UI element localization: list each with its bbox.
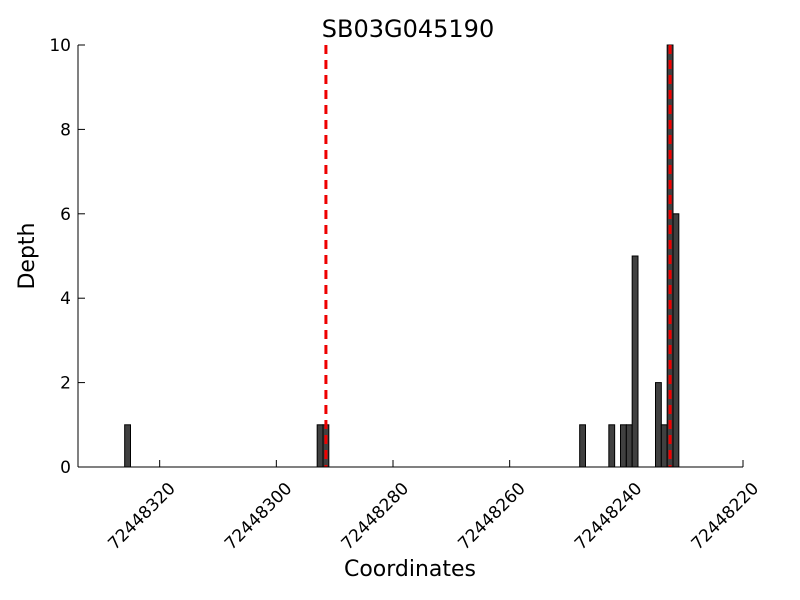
bars-group (124, 44, 680, 468)
x-tick-label-5: 72448220 (688, 479, 763, 554)
x-axis-label: Coordinates (344, 557, 476, 582)
y-tick-label-5: 10 (49, 36, 71, 56)
bar-9 (660, 424, 668, 468)
x-tick-label-2: 72448280 (338, 479, 413, 554)
bar-5 (620, 424, 627, 468)
y-tick-label-1: 2 (60, 374, 71, 394)
bar-3 (579, 424, 586, 468)
y-tick-label-3: 6 (60, 205, 71, 225)
y-tick-label-2: 4 (60, 289, 71, 309)
bar-0 (124, 424, 131, 468)
x-tick-label-4: 72448240 (571, 479, 646, 554)
bar-7 (631, 255, 639, 468)
x-tick-label-0: 72448320 (104, 479, 179, 554)
bar-1 (316, 424, 324, 468)
bar-11 (672, 213, 680, 468)
bar-4 (608, 424, 616, 468)
x-tick-label-1: 72448300 (221, 479, 296, 554)
y-tick-label-4: 8 (60, 120, 71, 140)
y-tick-label-0: 0 (60, 458, 71, 478)
bar-2 (322, 424, 330, 468)
marker-lines-group (324, 45, 672, 467)
bar-6 (625, 424, 633, 468)
chart-title: SB03G045190 (322, 15, 494, 43)
axes-group: 0 2 4 6 8 10 72448320 72448300 72448280 72448260 7… (49, 36, 763, 554)
y-axis-label: Depth (15, 222, 40, 289)
bar-8 (655, 382, 662, 468)
x-tick-label-3: 72448260 (454, 479, 529, 554)
